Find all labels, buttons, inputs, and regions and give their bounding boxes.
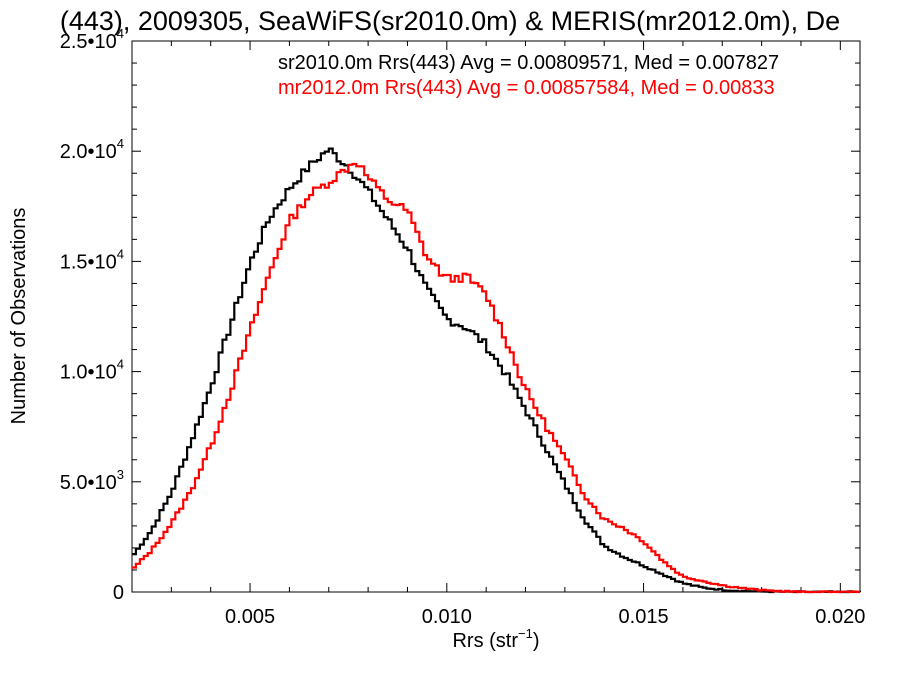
axis-ticks: 0.005 0.010 0.015 0.020 0 5.0•103 1.0•104 1.5•1…: [60, 26, 866, 628]
y-tick-label: 2.5•104: [60, 26, 124, 53]
y-tick-label: 2.0•104: [60, 136, 124, 163]
y-tick-label: 1.0•104: [60, 357, 124, 384]
series-layer: [132, 147, 862, 594]
series-line-1: [132, 147, 862, 594]
legend: sr2010.0m Rrs(443) Avg = 0.00809571, Med…: [278, 52, 779, 99]
x-tick-label: 0.005: [225, 606, 275, 628]
plot-frame: [131, 40, 861, 593]
y-tick-label: 5.0•103: [60, 467, 124, 494]
x-axis-label: Rrs (str−1): [452, 626, 539, 652]
x-tick-label: 0.015: [619, 606, 669, 628]
x-tick-label: 0.020: [815, 606, 865, 628]
legend-entry-1: sr2010.0m Rrs(443) Avg = 0.00809571, Med…: [278, 52, 779, 74]
y-axis-label: Number of Observations: [8, 208, 30, 425]
legend-entry-2: mr2012.0m Rrs(443) Avg = 0.00857584, Med…: [278, 77, 775, 99]
chart-title: (443), 2009305, SeaWiFS(sr2010.0m) & MER…: [60, 6, 840, 36]
y-tick-label: 0: [113, 582, 124, 604]
series-line-2: [132, 162, 860, 594]
x-tick-label: 0.010: [422, 606, 472, 628]
y-tick-label: 1.5•104: [60, 246, 124, 273]
